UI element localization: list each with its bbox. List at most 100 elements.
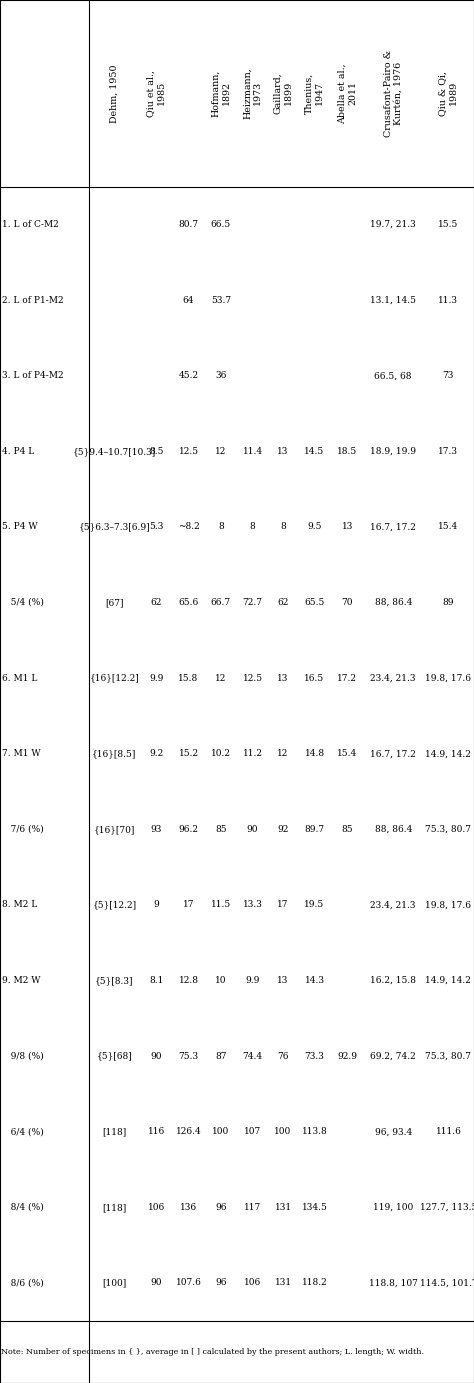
Text: 106: 106	[244, 1278, 261, 1288]
Text: 12: 12	[277, 750, 289, 758]
Text: 8: 8	[218, 523, 224, 531]
Text: [67]: [67]	[105, 597, 124, 607]
Text: 45.2: 45.2	[178, 371, 199, 380]
Text: 23.4, 21.3: 23.4, 21.3	[371, 674, 416, 683]
Text: 106: 106	[147, 1203, 165, 1212]
Text: [118]: [118]	[102, 1203, 127, 1212]
Text: 15.4: 15.4	[337, 750, 357, 758]
Text: 96: 96	[215, 1278, 227, 1288]
Text: 116: 116	[147, 1127, 165, 1137]
Text: 92: 92	[277, 824, 289, 834]
Text: 8. M2 L: 8. M2 L	[2, 900, 37, 910]
Text: 9.5: 9.5	[307, 523, 322, 531]
Text: 131: 131	[274, 1203, 292, 1212]
Text: 126.4: 126.4	[176, 1127, 201, 1137]
Text: 12.8: 12.8	[179, 976, 199, 985]
Text: 92.9: 92.9	[337, 1051, 357, 1061]
Text: 73.3: 73.3	[305, 1051, 325, 1061]
Text: 96: 96	[215, 1203, 227, 1212]
Text: 62: 62	[277, 597, 289, 607]
Text: 17.2: 17.2	[337, 674, 357, 683]
Text: 15.4: 15.4	[438, 523, 458, 531]
Text: Dehm, 1950: Dehm, 1950	[110, 64, 119, 123]
Text: [100]: [100]	[102, 1278, 127, 1288]
Text: 93: 93	[151, 824, 162, 834]
Text: 136: 136	[180, 1203, 197, 1212]
Text: {16}[70]: {16}[70]	[94, 824, 135, 834]
Text: 70: 70	[342, 597, 353, 607]
Text: 13: 13	[277, 674, 289, 683]
Text: {16}[8.5]: {16}[8.5]	[92, 750, 137, 758]
Text: 16.5: 16.5	[304, 674, 325, 683]
Text: 10.2: 10.2	[211, 750, 231, 758]
Text: 65.5: 65.5	[304, 597, 325, 607]
Text: 75.3, 80.7: 75.3, 80.7	[425, 1051, 472, 1061]
Text: 5/4 (%): 5/4 (%)	[2, 597, 44, 607]
Text: 9. M2 W: 9. M2 W	[2, 976, 40, 985]
Text: 88, 86.4: 88, 86.4	[374, 824, 412, 834]
Text: 119, 100: 119, 100	[373, 1203, 413, 1212]
Text: 5.3: 5.3	[149, 523, 164, 531]
Text: 75.3, 80.7: 75.3, 80.7	[425, 824, 472, 834]
Text: 13: 13	[277, 976, 289, 985]
Text: 80.7: 80.7	[178, 220, 199, 230]
Text: 9: 9	[153, 900, 159, 910]
Text: 14.9, 14.2: 14.9, 14.2	[426, 750, 471, 758]
Text: 127.7, 113.5: 127.7, 113.5	[420, 1203, 474, 1212]
Text: 2. L of P1-M2: 2. L of P1-M2	[2, 296, 64, 304]
Text: 14.3: 14.3	[305, 976, 325, 985]
Text: 19.8, 17.6: 19.8, 17.6	[425, 674, 472, 683]
Text: Abella et al.,
2011: Abella et al., 2011	[337, 64, 357, 123]
Text: 88, 86.4: 88, 86.4	[374, 597, 412, 607]
Text: 7/6 (%): 7/6 (%)	[2, 824, 44, 834]
Text: 8/6 (%): 8/6 (%)	[2, 1278, 44, 1288]
Text: 11.5: 11.5	[211, 900, 231, 910]
Text: 90: 90	[150, 1278, 162, 1288]
Text: 17: 17	[277, 900, 289, 910]
Text: 12.5: 12.5	[243, 674, 263, 683]
Text: 96, 93.4: 96, 93.4	[374, 1127, 412, 1137]
Text: 19.8, 17.6: 19.8, 17.6	[425, 900, 472, 910]
Text: 90: 90	[247, 824, 258, 834]
Text: 90: 90	[150, 1051, 162, 1061]
Text: 15.8: 15.8	[178, 674, 199, 683]
Text: ~8.2: ~8.2	[178, 523, 200, 531]
Text: 62: 62	[151, 597, 162, 607]
Text: 66.7: 66.7	[211, 597, 231, 607]
Text: 89.7: 89.7	[304, 824, 325, 834]
Text: 18.5: 18.5	[337, 447, 357, 456]
Text: 12.5: 12.5	[178, 447, 199, 456]
Text: 131: 131	[274, 1278, 292, 1288]
Text: 5. P4 W: 5. P4 W	[2, 523, 37, 531]
Text: Thenius,
1947: Thenius, 1947	[305, 73, 324, 113]
Text: 16.7, 17.2: 16.7, 17.2	[370, 750, 416, 758]
Text: 15.5: 15.5	[438, 220, 459, 230]
Text: 9/8 (%): 9/8 (%)	[2, 1051, 44, 1061]
Text: 85: 85	[342, 824, 353, 834]
Text: Qiu & Qi,
1989: Qiu & Qi, 1989	[439, 71, 458, 116]
Text: 113.8: 113.8	[301, 1127, 328, 1137]
Text: 11.2: 11.2	[243, 750, 263, 758]
Text: 75.3: 75.3	[178, 1051, 199, 1061]
Text: 114.5, 101.7: 114.5, 101.7	[419, 1278, 474, 1288]
Text: 14.9, 14.2: 14.9, 14.2	[426, 976, 471, 985]
Text: 9.9: 9.9	[246, 976, 260, 985]
Text: 76: 76	[277, 1051, 289, 1061]
Text: [118]: [118]	[102, 1127, 127, 1137]
Text: 100: 100	[274, 1127, 292, 1137]
Text: 72.7: 72.7	[243, 597, 263, 607]
Text: Qiu et al.,
1985: Qiu et al., 1985	[146, 71, 166, 116]
Text: 6. M1 L: 6. M1 L	[2, 674, 37, 683]
Text: 14.8: 14.8	[304, 750, 325, 758]
Text: 13.3: 13.3	[243, 900, 263, 910]
Text: 18.9, 19.9: 18.9, 19.9	[370, 447, 416, 456]
Text: 8.1: 8.1	[149, 976, 164, 985]
Text: 118.2: 118.2	[301, 1278, 328, 1288]
Text: 117: 117	[244, 1203, 261, 1212]
Text: 9.2: 9.2	[149, 750, 164, 758]
Text: Heizmann,
1973: Heizmann, 1973	[243, 68, 262, 119]
Text: 7. M1 W: 7. M1 W	[2, 750, 40, 758]
Text: 53.7: 53.7	[211, 296, 231, 304]
Text: 19.5: 19.5	[304, 900, 325, 910]
Text: 12: 12	[215, 447, 227, 456]
